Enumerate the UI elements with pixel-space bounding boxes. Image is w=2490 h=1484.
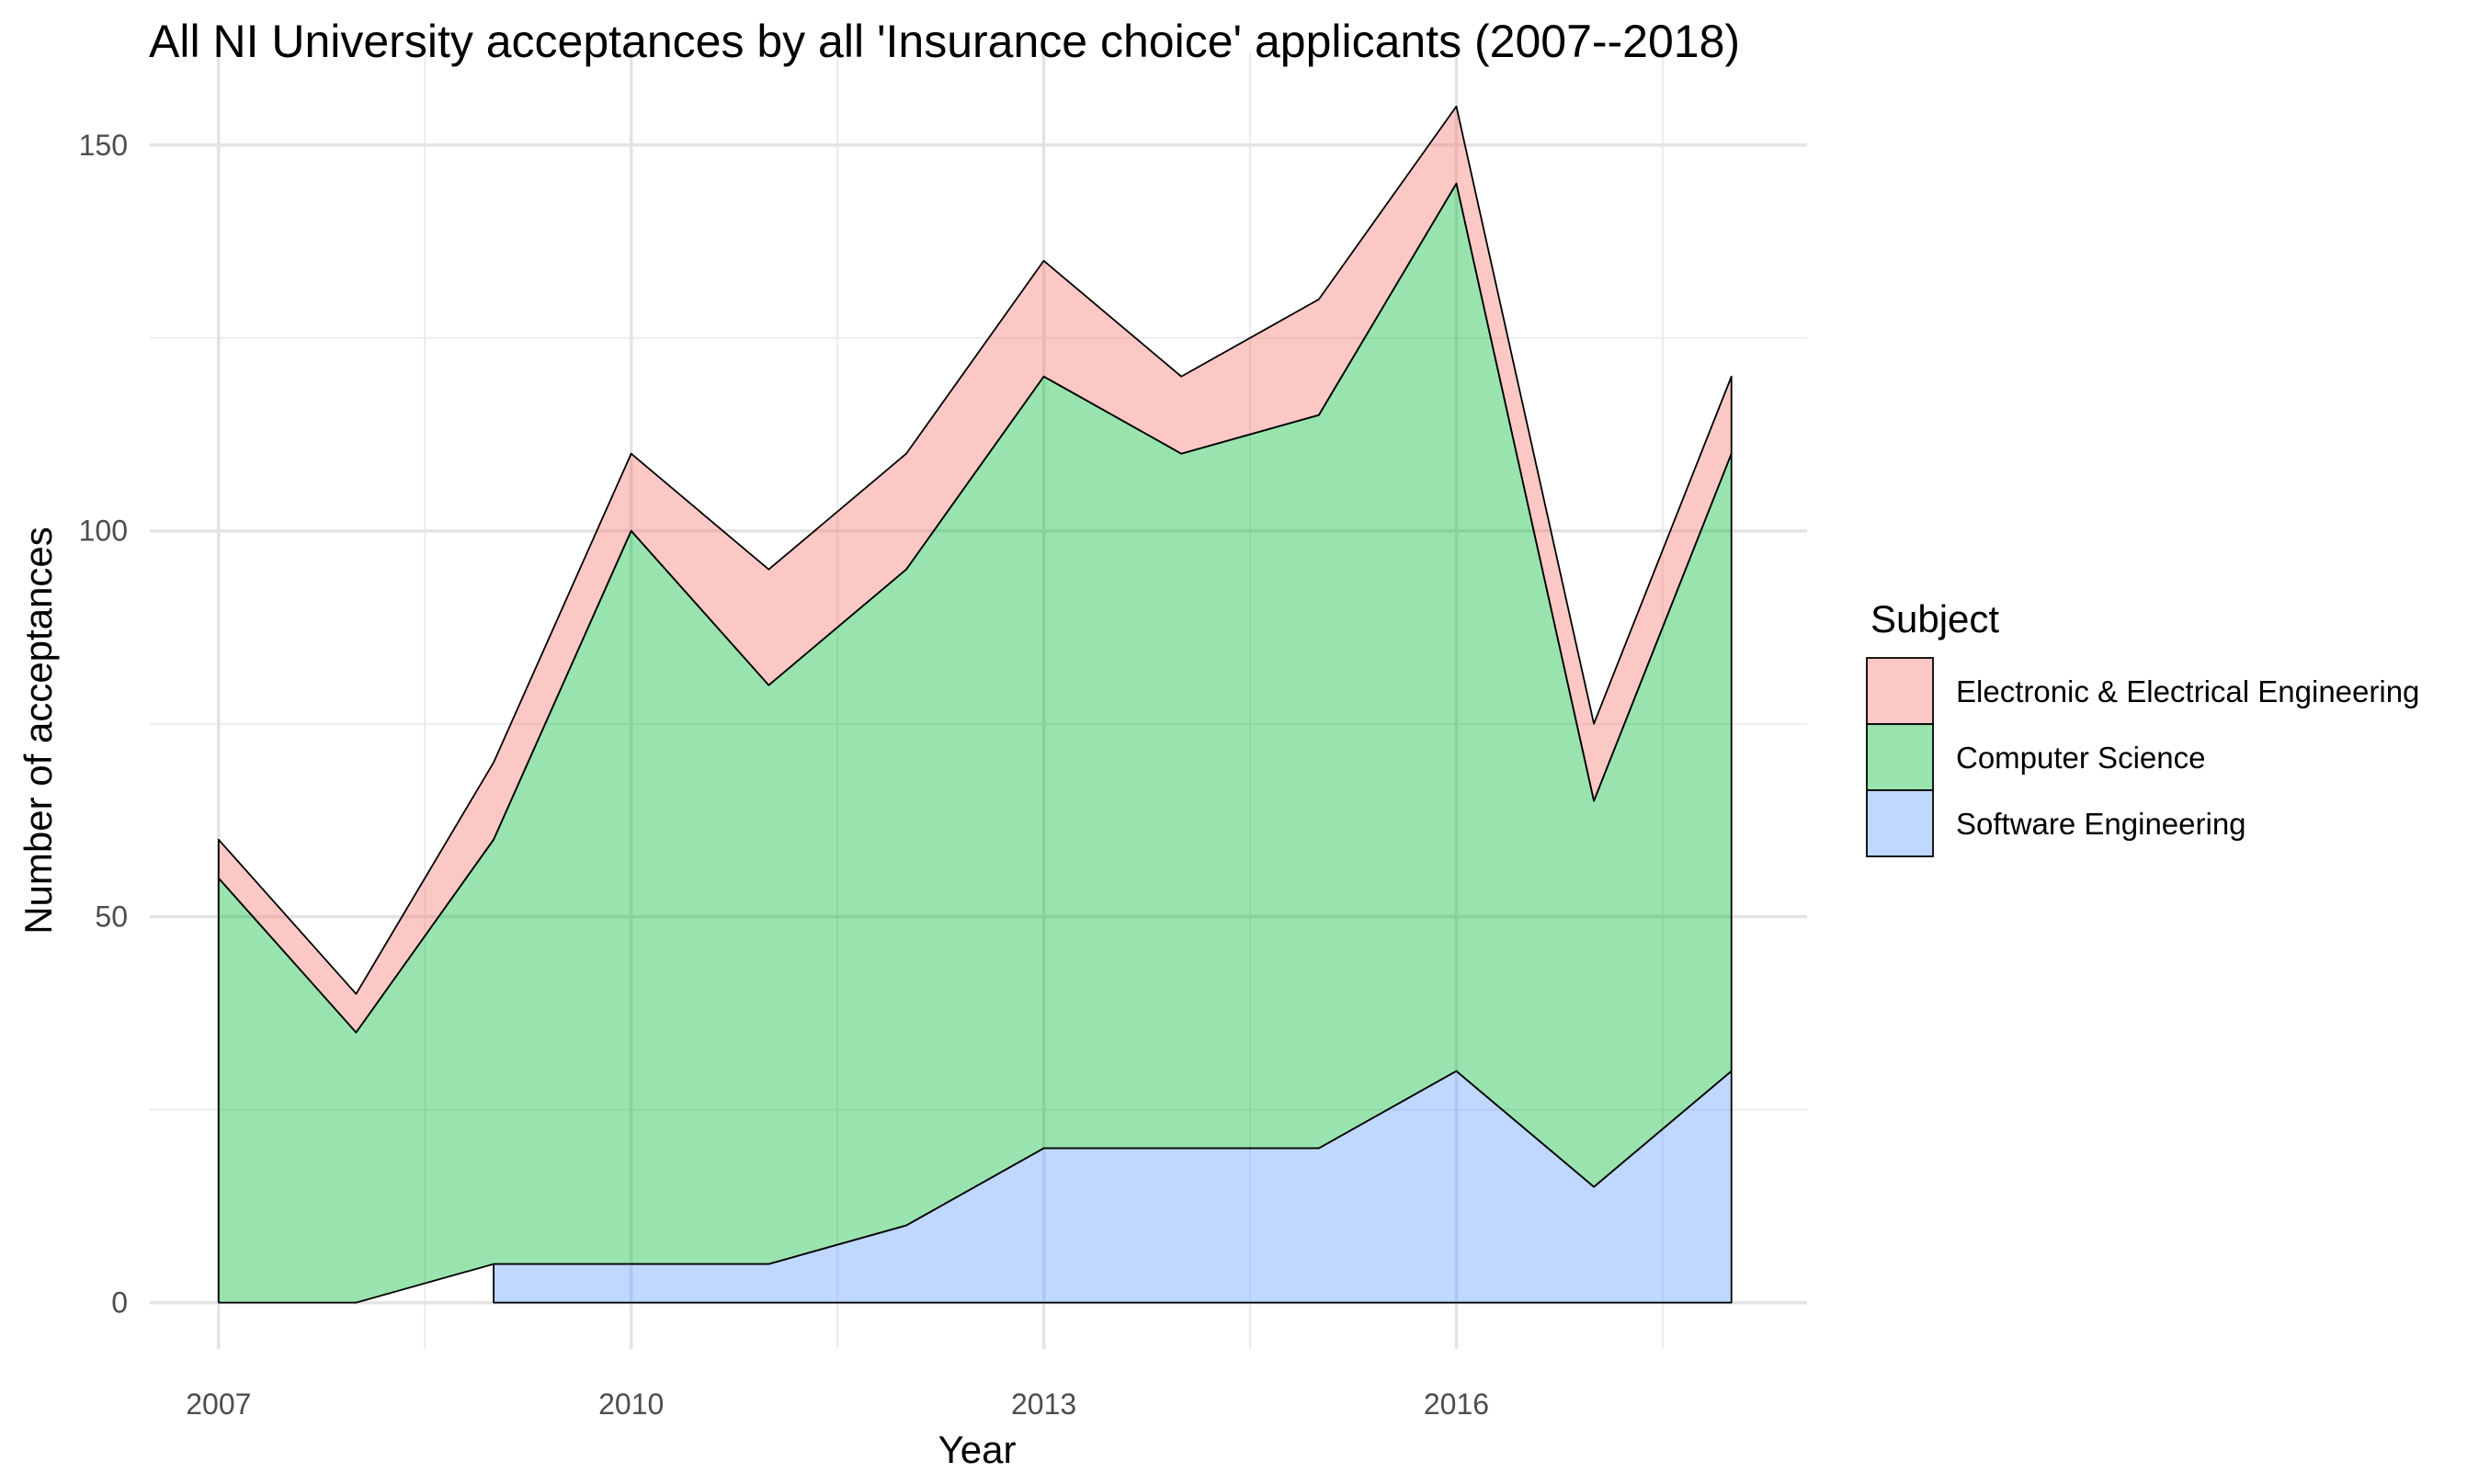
tick-label-layer: 2007 2010 2013 2016 0 50 100 150: [79, 129, 1489, 1421]
grid-layer: [150, 52, 1807, 1349]
legend-key-bg: [1867, 790, 1933, 856]
x-axis-title: Year: [938, 1428, 1017, 1471]
y-tick-label: 150: [79, 129, 128, 162]
legend-label-electronic-electrical-engineering: Electronic & Electrical Engineering: [1956, 674, 2419, 708]
legend-items: Electronic & Electrical Engineering Compu…: [1866, 657, 2419, 857]
x-tick-label: 2010: [598, 1388, 664, 1421]
legend: Subject Electronic & Electrical Engineer…: [1866, 597, 2419, 857]
legend-key-computer-science: [1866, 723, 1934, 791]
legend-key-bg: [1867, 724, 1933, 790]
x-tick-label: 2007: [186, 1388, 251, 1421]
legend-key-electronic-electrical-engineering: [1866, 657, 1934, 725]
y-tick-label: 100: [79, 515, 128, 548]
y-tick-label: 0: [111, 1286, 128, 1320]
legend-key-software-engineering: [1866, 789, 1934, 857]
legend-label-computer-science: Computer Science: [1956, 741, 2205, 775]
y-axis-title: Number of acceptances: [17, 527, 60, 935]
legend-key-bg: [1867, 658, 1933, 724]
x-tick-label: 2013: [1011, 1388, 1076, 1421]
chart-title: All NI University acceptances by all 'In…: [149, 16, 1740, 67]
area-layer: [217, 105, 1733, 1304]
y-tick-label: 50: [95, 901, 128, 934]
x-tick-label: 2016: [1424, 1388, 1489, 1421]
area-series-software-engineering: [493, 1070, 1733, 1304]
legend-title: Subject: [1870, 597, 1999, 640]
legend-label-software-engineering: Software Engineering: [1956, 807, 2246, 841]
